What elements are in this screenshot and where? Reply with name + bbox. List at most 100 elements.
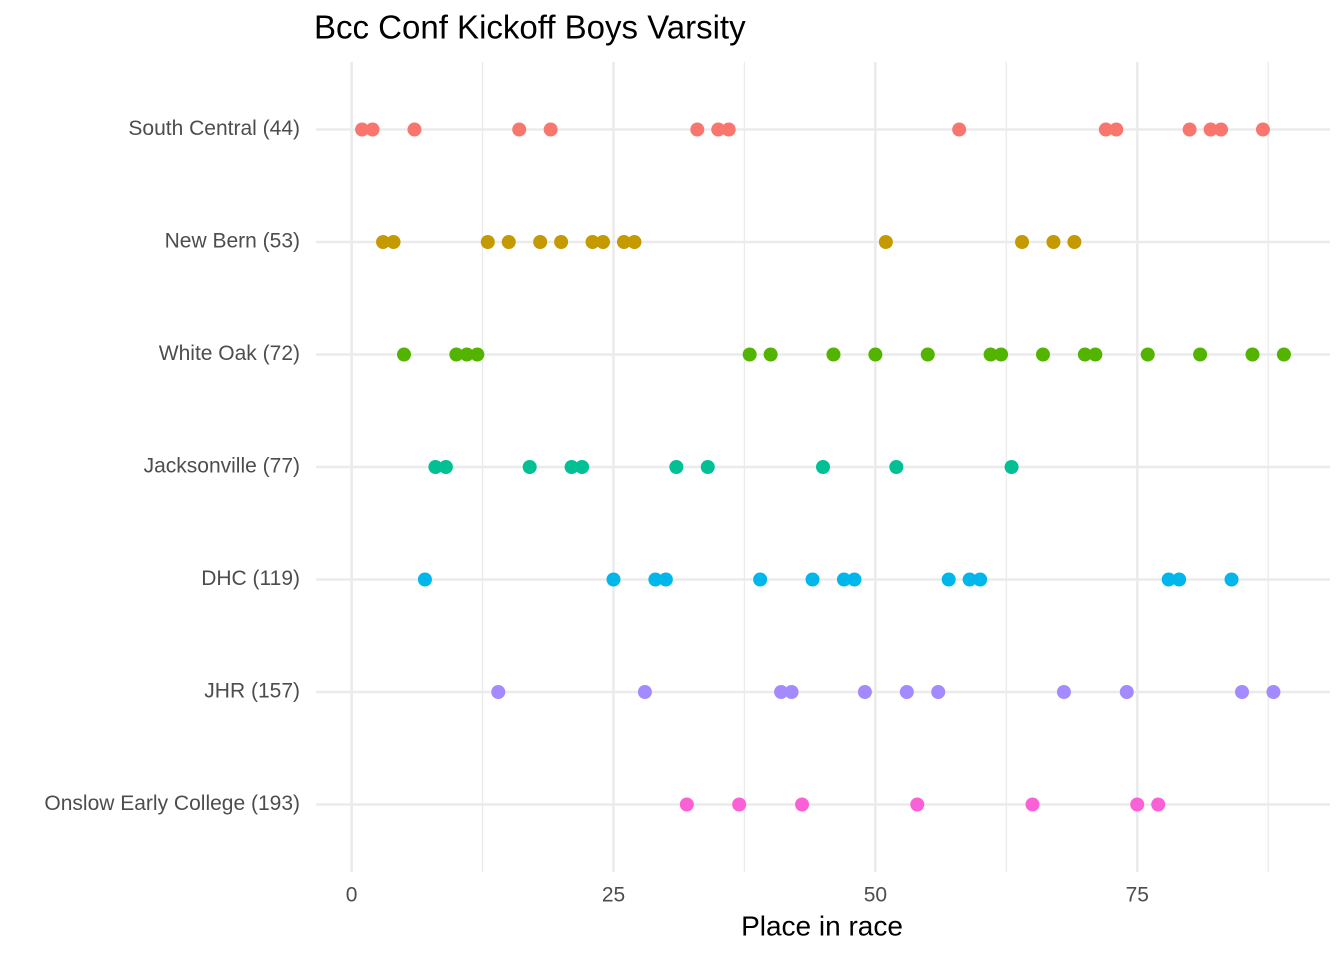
y-tick-label: New Bern (53) [165, 230, 300, 253]
point [805, 572, 820, 587]
point [596, 235, 611, 249]
point [952, 122, 967, 137]
point [847, 572, 862, 587]
point [679, 797, 694, 812]
point [1214, 122, 1229, 137]
point [795, 797, 810, 812]
point [1172, 572, 1187, 587]
point [648, 572, 663, 587]
point [931, 685, 946, 699]
point [1046, 235, 1061, 249]
point [449, 347, 464, 362]
point [774, 685, 789, 699]
y-tick-label: Onslow Early College (193) [44, 792, 300, 815]
point [711, 122, 726, 137]
point [1203, 122, 1218, 137]
point [575, 460, 590, 474]
point [826, 347, 841, 362]
point [637, 685, 652, 699]
point [816, 460, 830, 474]
point [1130, 797, 1145, 812]
point [742, 347, 757, 362]
point [1255, 122, 1270, 137]
point [836, 572, 851, 587]
point [658, 572, 673, 587]
point [1140, 347, 1155, 362]
point [994, 347, 1009, 362]
point [1098, 122, 1113, 137]
point [1224, 572, 1239, 587]
point [1193, 347, 1208, 362]
y-tick-label: Jacksonville (77) [144, 455, 300, 478]
point [438, 460, 453, 474]
y-tick-label: South Central (44) [128, 117, 300, 140]
point [1276, 347, 1291, 362]
point [554, 235, 569, 249]
x-tick-label: 0 [346, 884, 358, 907]
point [512, 122, 527, 137]
x-tick-label: 50 [864, 884, 887, 907]
point [407, 122, 422, 137]
point [355, 122, 370, 137]
point [763, 347, 778, 362]
point [376, 235, 391, 249]
point [962, 572, 977, 587]
point [700, 460, 715, 474]
point [1245, 347, 1260, 362]
point [941, 572, 956, 587]
point [543, 122, 558, 137]
point [1067, 235, 1082, 249]
point [616, 235, 631, 249]
point [1151, 797, 1166, 812]
chart-title: Bcc Conf Kickoff Boys Varsity [314, 9, 746, 46]
point [669, 460, 684, 474]
y-tick-label: DHC (119) [201, 567, 300, 590]
point [868, 347, 883, 362]
point [386, 235, 401, 249]
point [784, 685, 799, 699]
point [878, 235, 893, 249]
point [1182, 122, 1197, 137]
point [533, 235, 548, 249]
point [857, 685, 872, 699]
point [606, 572, 621, 587]
point [365, 122, 380, 137]
point [417, 572, 432, 587]
x-axis-label: Place in race [741, 910, 903, 941]
point [732, 797, 747, 812]
point [470, 347, 485, 362]
point [721, 122, 736, 137]
point [480, 235, 495, 249]
point [1025, 797, 1040, 812]
point [491, 685, 506, 699]
x-tick-label: 75 [1126, 884, 1149, 907]
point [428, 460, 443, 474]
point [1077, 347, 1092, 362]
y-tick-label: JHR (157) [204, 680, 300, 703]
point [899, 685, 914, 699]
point [1088, 347, 1103, 362]
point [1119, 685, 1134, 699]
point [459, 347, 474, 362]
point [627, 235, 642, 249]
point [753, 572, 768, 587]
point [889, 460, 904, 474]
y-tick-label: White Oak (72) [159, 342, 300, 365]
point [920, 347, 935, 362]
point [690, 122, 705, 137]
point [585, 235, 600, 249]
x-tick-label: 25 [602, 884, 625, 907]
point [501, 235, 516, 249]
point [522, 460, 537, 474]
point [1015, 235, 1030, 249]
point [983, 347, 998, 362]
point [1056, 685, 1071, 699]
point [1109, 122, 1124, 137]
point [564, 460, 579, 474]
point [1035, 347, 1050, 362]
point [1235, 685, 1250, 699]
point [973, 572, 988, 587]
point [1266, 685, 1281, 699]
